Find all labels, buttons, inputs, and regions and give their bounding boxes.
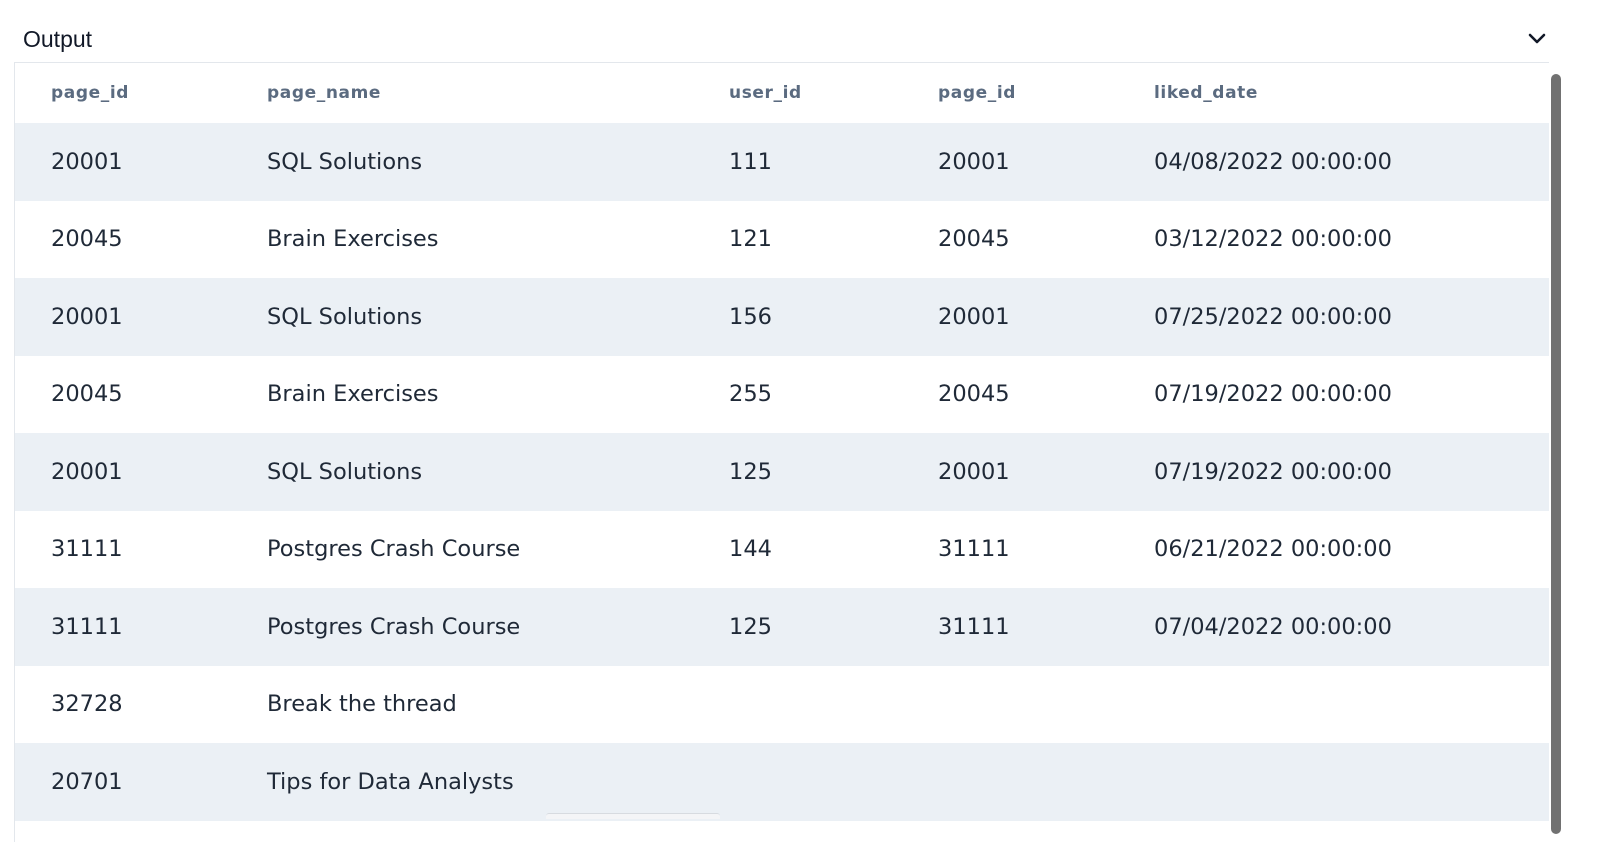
cell-liked-date: 07/04/2022 00:00:00 <box>1154 613 1392 640</box>
cell-page-id-2: 20045 <box>938 381 1010 408</box>
cell-liked-date: 04/08/2022 00:00:00 <box>1154 148 1392 175</box>
cell-page-id: 31111 <box>51 536 123 563</box>
output-panel-header: Output <box>0 0 1600 62</box>
cell-user-id: 156 <box>729 303 772 330</box>
column-header-page-id-2[interactable]: page_id <box>938 63 1154 123</box>
cell-page-id-2: 20001 <box>938 303 1010 330</box>
table-row[interactable]: 20001 SQL Solutions 125 20001 07/19/2022 00:… <box>15 433 1551 511</box>
column-header-liked-date[interactable]: liked_date <box>1154 63 1551 123</box>
collapse-toggle-button[interactable] <box>1520 22 1554 56</box>
column-header-page-id[interactable]: page_id <box>15 63 267 123</box>
panel-title: Output <box>23 26 93 52</box>
cell-page-name: Tips for Data Analysts <box>267 768 514 795</box>
cell-user-id: 125 <box>729 613 772 640</box>
column-header-user-id[interactable]: user_id <box>729 63 938 123</box>
cell-user-id: 255 <box>729 381 772 408</box>
cell-page-name: Postgres Crash Course <box>267 536 521 563</box>
cell-liked-date <box>1154 743 1551 821</box>
cell-page-id-2 <box>938 666 1154 744</box>
cell-page-name: Brain Exercises <box>267 381 439 408</box>
results-table-container[interactable]: page_id page_name user_id page_id liked_… <box>14 62 1564 842</box>
cell-page-name: SQL Solutions <box>267 148 423 175</box>
table-body: 20001 SQL Solutions 111 20001 04/08/2022 00:… <box>15 123 1551 821</box>
cell-page-name: SQL Solutions <box>267 303 423 330</box>
cell-page-id: 31111 <box>51 613 123 640</box>
table-row[interactable]: 20001 SQL Solutions 111 20001 04/08/2022 00:… <box>15 123 1551 201</box>
cell-page-id-2: 20001 <box>938 458 1010 485</box>
cell-user-id <box>729 666 938 744</box>
cell-page-id: 32728 <box>51 691 123 718</box>
table-row[interactable]: 31111 Postgres Crash Course 144 31111 06/21/… <box>15 510 1551 588</box>
cell-user-id <box>729 743 938 821</box>
cell-liked-date: 06/21/2022 00:00:00 <box>1154 536 1392 563</box>
cell-user-id: 144 <box>729 536 772 563</box>
table-row[interactable]: 20701 Tips for Data Analysts <box>15 743 1551 821</box>
cell-page-id-2: 31111 <box>938 613 1010 640</box>
table-row[interactable]: 31111 Postgres Crash Course 125 31111 07/04/… <box>15 588 1551 666</box>
column-header-page-name[interactable]: page_name <box>267 63 729 123</box>
cell-page-id: 20701 <box>51 768 123 795</box>
cell-page-id-2 <box>938 743 1154 821</box>
cell-page-name: SQL Solutions <box>267 458 423 485</box>
cell-page-id: 20001 <box>51 303 123 330</box>
cell-page-id-2: 20001 <box>938 148 1010 175</box>
cell-liked-date <box>1154 666 1551 744</box>
horizontal-scroll-indicator[interactable] <box>546 813 720 819</box>
cell-page-name: Brain Exercises <box>267 226 439 253</box>
cell-liked-date: 07/19/2022 00:00:00 <box>1154 381 1392 408</box>
cell-liked-date: 07/25/2022 00:00:00 <box>1154 303 1392 330</box>
cell-page-id: 20045 <box>51 381 123 408</box>
cell-liked-date: 07/19/2022 00:00:00 <box>1154 458 1392 485</box>
table-row[interactable]: 20045 Brain Exercises 255 20045 07/19/2022 0… <box>15 355 1551 433</box>
cell-user-id: 111 <box>729 148 772 175</box>
table-row[interactable]: 32728 Break the thread <box>15 665 1551 744</box>
chevron-down-icon <box>1528 33 1546 44</box>
table-row[interactable]: 20001 SQL Solutions 156 20001 07/25/2022 00:… <box>15 278 1551 356</box>
cell-liked-date: 03/12/2022 00:00:00 <box>1154 226 1392 253</box>
cell-page-name: Postgres Crash Course <box>267 613 521 640</box>
cell-page-id: 20001 <box>51 148 123 175</box>
vertical-scrollbar-thumb[interactable] <box>1551 74 1561 834</box>
cell-page-id-2: 20045 <box>938 226 1010 253</box>
table-row[interactable]: 20045 Brain Exercises 121 20045 03/12/2022 0… <box>15 200 1551 278</box>
cell-user-id: 121 <box>729 226 772 253</box>
cell-page-id-2: 31111 <box>938 536 1010 563</box>
table-header-row: page_id page_name user_id page_id liked_… <box>15 63 1551 123</box>
cell-user-id: 125 <box>729 458 772 485</box>
results-table: page_id page_name user_id page_id liked_… <box>15 63 1551 821</box>
cell-page-id: 20045 <box>51 226 123 253</box>
cell-page-name: Break the thread <box>267 691 457 718</box>
cell-page-id: 20001 <box>51 458 123 485</box>
